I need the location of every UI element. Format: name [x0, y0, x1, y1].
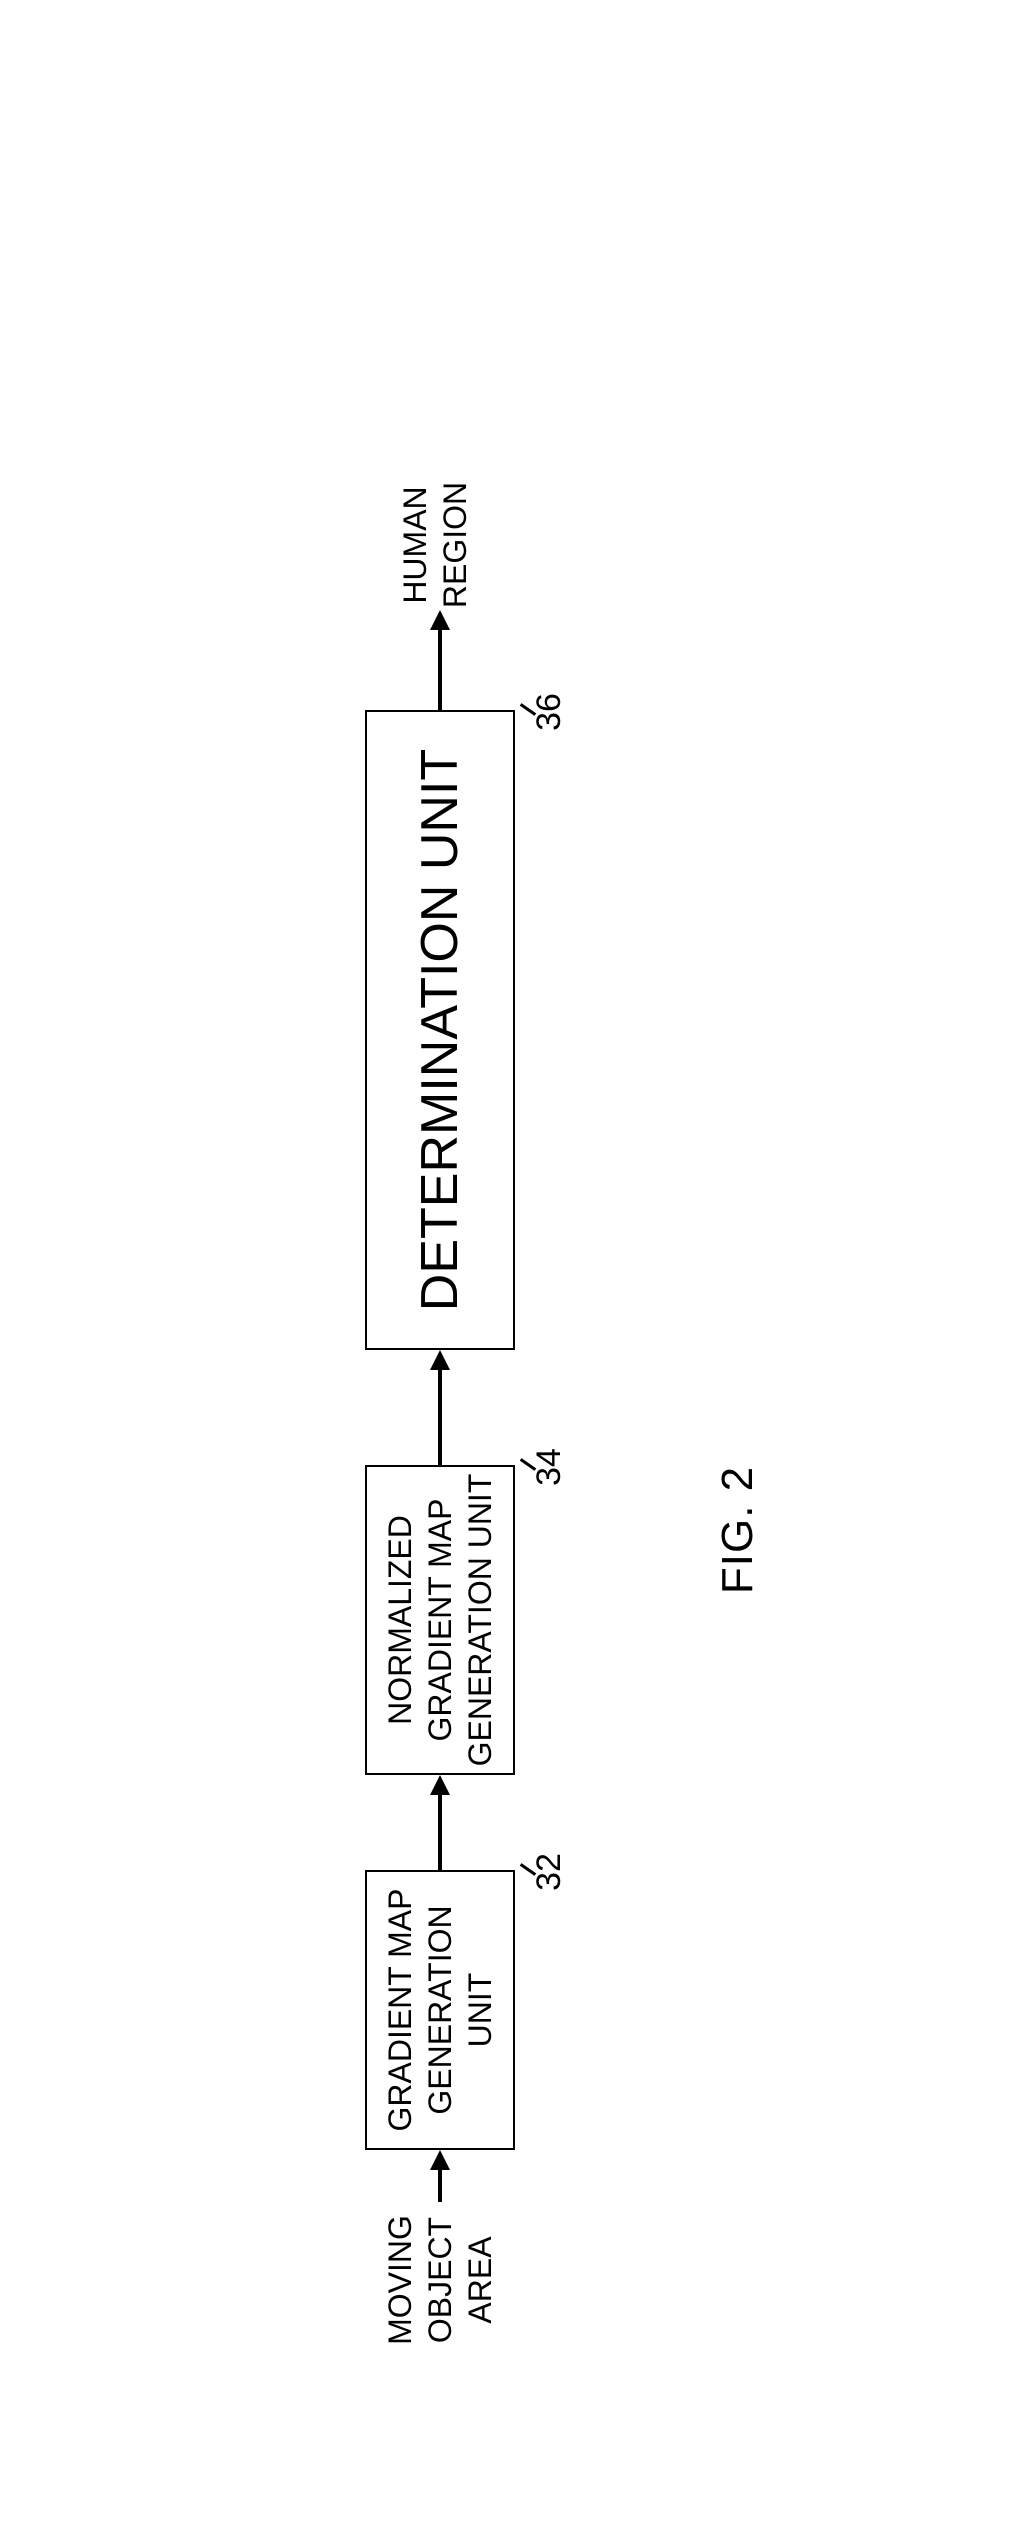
ref-34: 34 [530, 1437, 570, 1497]
block-36-text: DETERMINATION UNIT [408, 749, 473, 1311]
block-gradient-map-generation: GRADIENT MAP GENERATION UNIT [365, 1870, 515, 2150]
ref-32: 32 [530, 1842, 570, 1902]
arrow-b2-to-b3 [438, 1366, 442, 1465]
arrow-b1-to-b2 [438, 1791, 442, 1870]
arrow-in-to-b1-head [430, 2150, 450, 2170]
ref-36: 36 [530, 682, 570, 742]
arrow-b2-to-b3-head [430, 1350, 450, 1370]
block-normalized-gradient-map-generation: NORMALIZED GRADIENT MAP GENERATION UNIT [365, 1465, 515, 1775]
figure-caption: FIG. 2 [710, 1430, 770, 1630]
block-32-text: GRADIENT MAP GENERATION UNIT [380, 1889, 500, 2132]
arrow-in-to-b1 [438, 2166, 442, 2202]
arrow-b1-to-b2-head [430, 1775, 450, 1795]
figure-canvas: MOVING OBJECT AREA GRADIENT MAP GENERATI… [0, 0, 1030, 2528]
output-label: HUMAN REGION [395, 445, 485, 645]
block-determination: DETERMINATION UNIT [365, 710, 515, 1350]
block-34-text: NORMALIZED GRADIENT MAP GENERATION UNIT [380, 1474, 500, 1767]
